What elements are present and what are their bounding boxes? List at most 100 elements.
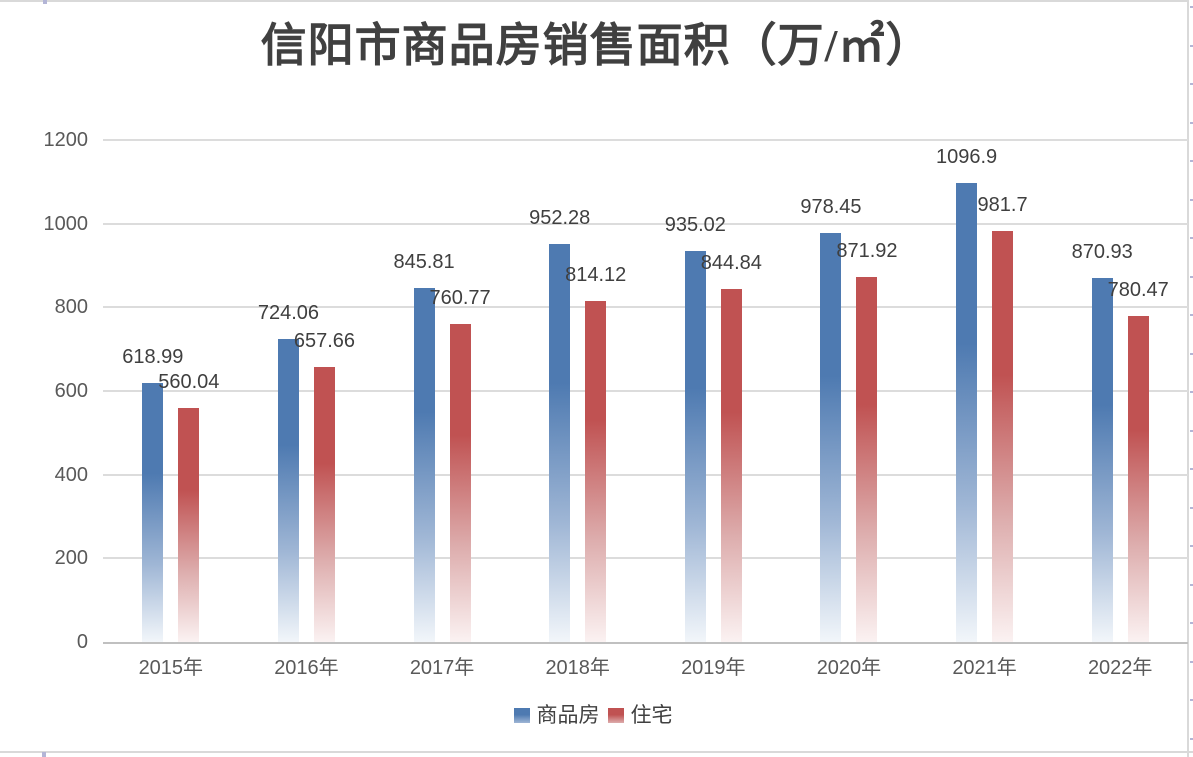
gridline bbox=[103, 222, 1188, 225]
sheet-row-tick bbox=[1190, 6, 1193, 8]
data-label-住宅: 871.92 bbox=[836, 240, 898, 263]
sheet-row-tick bbox=[1190, 352, 1193, 355]
x-axis-tick-label: 2020年 bbox=[816, 657, 882, 679]
bar-住宅 bbox=[585, 301, 607, 642]
gridline bbox=[103, 139, 1188, 141]
data-label-住宅: 814.12 bbox=[565, 264, 627, 287]
sheet-row-tick bbox=[1190, 391, 1193, 393]
bar-group-2020年: 978.45 871.92 bbox=[781, 140, 917, 642]
x-axis-tick-label: 2015年 bbox=[138, 657, 204, 679]
sheet-row-tick bbox=[1190, 198, 1193, 201]
data-label-住宅: 560.04 bbox=[158, 370, 220, 393]
sheet-row-tick bbox=[1190, 622, 1193, 624]
gridline bbox=[103, 306, 1188, 309]
data-label-商品房: 952.28 bbox=[529, 206, 591, 229]
bar-商品房 bbox=[956, 183, 978, 642]
sheet-row-tick bbox=[1190, 237, 1193, 239]
sheet-gridline-top bbox=[0, 0, 1187, 2]
x-axis-tick-label: 2022年 bbox=[1087, 657, 1153, 679]
data-label-商品房: 1096.9 bbox=[935, 146, 998, 169]
bar-商品房 bbox=[820, 232, 842, 642]
data-label-住宅: 844.84 bbox=[700, 251, 762, 274]
sheet-row-tick bbox=[1190, 44, 1193, 47]
sheet-row-tick bbox=[1190, 583, 1193, 586]
bar-slot: 981.7 bbox=[978, 140, 1028, 642]
bar-slot: 760.77 bbox=[429, 140, 491, 642]
sheet-row-tick bbox=[1190, 699, 1193, 701]
sheet-row-tick bbox=[1190, 545, 1193, 547]
bar-group-2021年: 1096.9 981.7 bbox=[917, 140, 1053, 642]
bar-slot: 845.81 bbox=[393, 140, 455, 642]
y-axis-tick-label: 600 bbox=[54, 380, 88, 402]
bar-商品房 bbox=[413, 288, 435, 642]
bar-住宅 bbox=[720, 288, 742, 642]
legend-swatch-icon bbox=[607, 707, 624, 723]
y-axis-tick-label: 0 bbox=[76, 631, 88, 653]
legend-item-住宅: 住宅 bbox=[607, 704, 673, 726]
sheet-row-tick bbox=[1190, 83, 1193, 85]
bar-group-2019年: 935.02 844.84 bbox=[646, 140, 782, 642]
sheet-gridline-right bbox=[1187, 0, 1189, 757]
x-axis-tick-label: 2019年 bbox=[681, 657, 746, 679]
data-label-商品房: 724.06 bbox=[257, 302, 320, 325]
sheet-row-tick bbox=[1190, 314, 1193, 316]
y-axis-tick-label: 1200 bbox=[43, 129, 89, 151]
x-axis: 2015年 2016年 2017年 2018年 2019年 2020年 2021年 2022年 bbox=[103, 652, 1188, 684]
bar-slot: 978.45 bbox=[800, 140, 862, 642]
sheet-row-tick bbox=[1190, 660, 1193, 663]
bar-商品房 bbox=[277, 339, 299, 642]
y-axis-tick-label: 800 bbox=[54, 296, 88, 319]
x-axis-tick-label: 2016年 bbox=[274, 657, 339, 679]
bar-slot: 1096.9 bbox=[936, 140, 997, 642]
bar-slot: 935.02 bbox=[665, 140, 726, 642]
bar-商品房 bbox=[1091, 277, 1113, 642]
bar-group-2022年: 870.93 780.47 bbox=[1052, 140, 1188, 642]
bar-住宅 bbox=[449, 323, 471, 642]
bar-group-2017年: 845.81 760.77 bbox=[374, 140, 510, 642]
bar-住宅 bbox=[178, 407, 200, 642]
sheet-row-tick bbox=[1190, 160, 1193, 162]
y-axis-tick-label: 1000 bbox=[43, 212, 89, 235]
x-axis-tick-label: 2021年 bbox=[952, 657, 1017, 679]
plot-area: 618.99 560.04 724.06 657.66 845.81 760.77 952.… bbox=[103, 139, 1188, 644]
bar-住宅 bbox=[1127, 315, 1149, 642]
bar-slot: 618.99 bbox=[122, 140, 183, 642]
bar-slot: 814.12 bbox=[565, 140, 626, 642]
bar-slot: 724.06 bbox=[258, 140, 319, 642]
bar-group-2015年: 618.99 560.04 bbox=[103, 140, 239, 642]
gridline bbox=[103, 473, 1188, 476]
bar-商品房 bbox=[684, 250, 706, 642]
sheet-row-tick bbox=[1190, 737, 1193, 740]
chart-title: 信阳市商品房销售面积（万/㎡） bbox=[260, 20, 933, 71]
bar-slot: 657.66 bbox=[294, 140, 355, 642]
sheet-row-tick bbox=[1190, 121, 1193, 124]
y-axis: 0 200 400 600 800 1000 1200 bbox=[0, 130, 89, 652]
bar-住宅 bbox=[313, 366, 335, 642]
bar-group-2018年: 952.28 814.12 bbox=[510, 140, 646, 642]
bar-slot: 870.93 bbox=[1072, 140, 1133, 642]
sheet-row-tick bbox=[1190, 506, 1193, 509]
sheet-row-tick bbox=[1190, 429, 1193, 432]
legend-label: 商品房 bbox=[536, 702, 600, 727]
y-axis-tick-label: 200 bbox=[54, 547, 88, 570]
data-label-住宅: 780.47 bbox=[1107, 278, 1169, 301]
data-label-商品房: 978.45 bbox=[800, 195, 862, 218]
bar-商品房 bbox=[549, 243, 571, 642]
sheet-column-tick-bottom bbox=[42, 752, 46, 757]
bar-slot: 844.84 bbox=[701, 140, 762, 642]
legend-item-商品房: 商品房 bbox=[513, 702, 600, 727]
legend-swatch-icon bbox=[513, 707, 530, 723]
x-axis-tick-label: 2017年 bbox=[409, 657, 475, 679]
bar-group-2016年: 724.06 657.66 bbox=[239, 140, 375, 642]
bar-slot: 560.04 bbox=[158, 140, 219, 642]
data-label-商品房: 870.93 bbox=[1071, 240, 1133, 263]
bar-住宅 bbox=[856, 277, 878, 642]
data-label-商品房: 935.02 bbox=[664, 213, 726, 236]
x-axis-tick-label: 2018年 bbox=[545, 657, 610, 679]
data-label-住宅: 657.66 bbox=[293, 329, 356, 352]
sheet-gridline-bottom bbox=[0, 751, 1193, 753]
legend: 商品房 住宅 bbox=[0, 702, 1186, 728]
bar-住宅 bbox=[992, 231, 1014, 642]
data-label-商品房: 618.99 bbox=[122, 346, 184, 369]
